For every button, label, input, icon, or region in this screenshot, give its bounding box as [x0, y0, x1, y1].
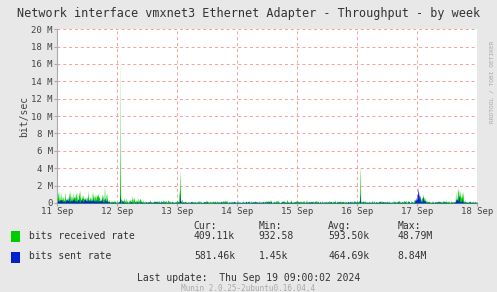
Text: Last update:  Thu Sep 19 09:00:02 2024: Last update: Thu Sep 19 09:00:02 2024	[137, 273, 360, 283]
Text: Min:: Min:	[258, 221, 282, 231]
Text: Network interface vmxnet3 Ethernet Adapter - Throughput - by week: Network interface vmxnet3 Ethernet Adapt…	[17, 7, 480, 20]
Text: Max:: Max:	[398, 221, 421, 231]
Text: bits sent rate: bits sent rate	[29, 251, 111, 261]
Text: Munin 2.0.25-2ubuntu0.16.04.4: Munin 2.0.25-2ubuntu0.16.04.4	[181, 284, 316, 292]
Text: bits received rate: bits received rate	[29, 231, 135, 241]
Text: 48.79M: 48.79M	[398, 231, 433, 241]
Text: Cur:: Cur:	[194, 221, 217, 231]
Y-axis label: bit/sec: bit/sec	[19, 95, 29, 137]
Text: 8.84M: 8.84M	[398, 251, 427, 261]
Text: Avg:: Avg:	[328, 221, 351, 231]
Text: 1.45k: 1.45k	[258, 251, 288, 261]
Text: 932.58: 932.58	[258, 231, 294, 241]
Text: RRDTOOL / TOBI OETIKER: RRDTOOL / TOBI OETIKER	[490, 41, 495, 123]
Text: 593.50k: 593.50k	[328, 231, 369, 241]
Text: 581.46k: 581.46k	[194, 251, 235, 261]
Text: 464.69k: 464.69k	[328, 251, 369, 261]
Text: 409.11k: 409.11k	[194, 231, 235, 241]
